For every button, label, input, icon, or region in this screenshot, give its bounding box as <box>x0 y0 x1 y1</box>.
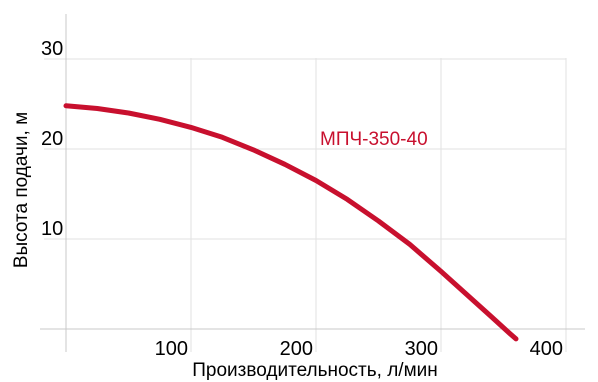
x-tick-label: 100 <box>155 338 188 360</box>
tick-labels: 10 20 30 100 200 300 400 <box>41 38 563 360</box>
y-axis-label: Высота подачи, м <box>11 112 32 268</box>
y-tick-label: 30 <box>41 38 63 60</box>
x-tick-label: 200 <box>280 338 313 360</box>
series-line <box>63 103 519 342</box>
x-tick-label: 400 <box>530 338 563 360</box>
axes <box>40 14 585 352</box>
series-label: МПЧ-350-40 <box>320 129 428 150</box>
grid-lines <box>44 58 567 352</box>
series <box>63 103 519 342</box>
x-tick-label: 300 <box>405 338 438 360</box>
y-tick-label: 20 <box>41 128 63 150</box>
y-tick-label: 10 <box>41 218 63 240</box>
x-axis-label: Производительность, л/мин <box>192 360 438 381</box>
